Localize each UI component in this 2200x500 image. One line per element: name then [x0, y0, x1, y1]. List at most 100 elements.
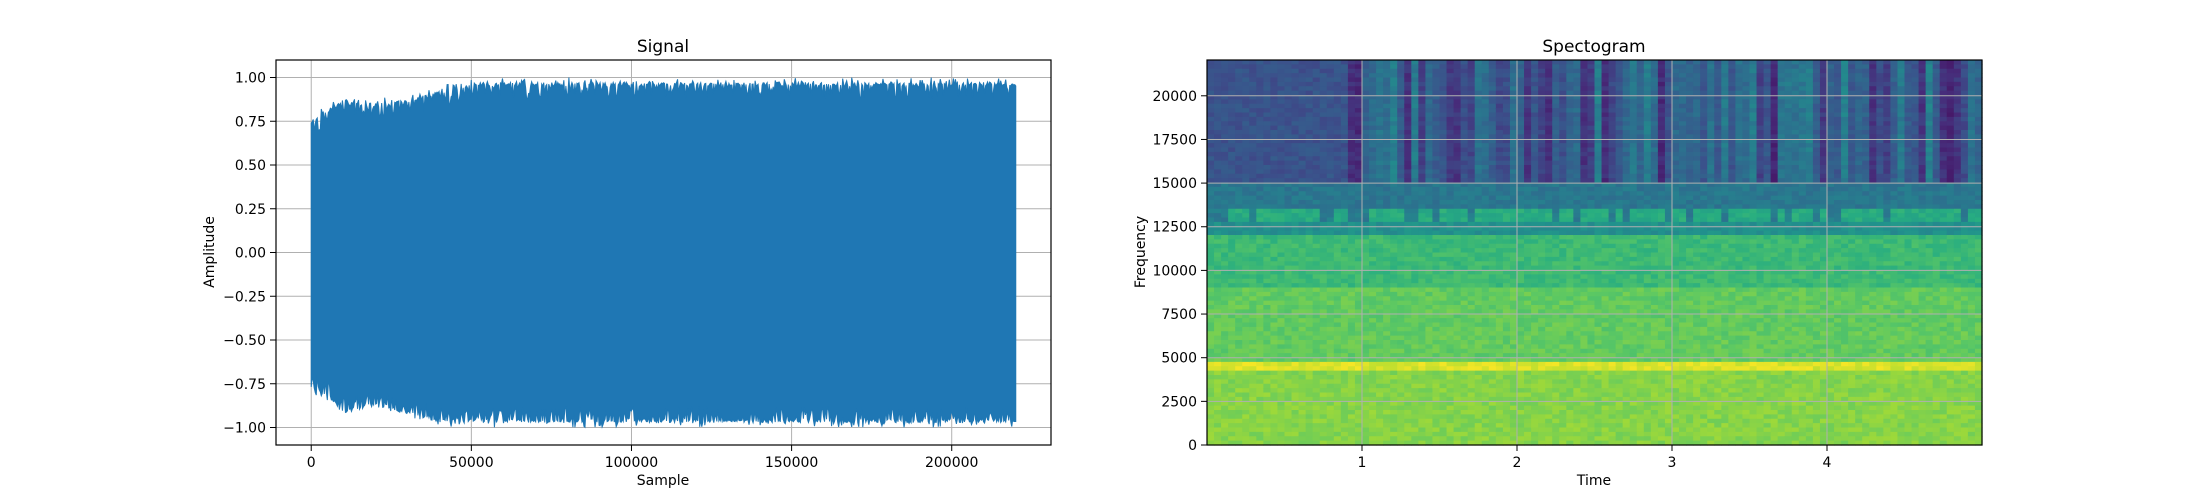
spectrogram-cell	[1270, 370, 1279, 376]
spectrogram-cell	[1601, 77, 1610, 83]
spectrogram-cell	[1333, 291, 1342, 297]
spectrogram-cell	[1354, 169, 1363, 175]
spectrogram-cell	[1552, 423, 1560, 429]
spectrogram-cell	[1347, 261, 1356, 267]
spectrogram-cell	[1573, 287, 1582, 293]
spectrogram-cell	[1369, 182, 1377, 188]
spectrogram-cell	[1453, 81, 1462, 87]
spectrogram-cell	[1524, 283, 1532, 289]
spectrogram-cell	[1439, 335, 1448, 341]
spectrogram-cell	[1509, 182, 1518, 188]
spectrogram-cell	[1502, 169, 1511, 175]
spectrogram-cell	[1432, 331, 1441, 337]
spectrogram-cell	[1228, 318, 1236, 324]
spectrogram-cell	[1326, 436, 1335, 442]
spectrogram-cell	[1291, 322, 1300, 328]
spectrogram-cell	[1453, 86, 1462, 92]
spectrogram-cell	[1453, 423, 1462, 429]
spectrogram-cell	[1369, 440, 1377, 446]
spectrogram-cell	[1453, 60, 1462, 65]
spectrogram-cell	[1369, 239, 1377, 245]
spectrogram-cell	[1495, 77, 1504, 83]
spectrogram-cell	[1347, 287, 1356, 293]
spectrogram-cell	[1354, 440, 1363, 446]
spectrogram-cell	[1228, 208, 1236, 214]
spectrogram-cell	[1460, 169, 1469, 175]
spectrogram-cell	[1354, 309, 1363, 315]
spectrogram-cell	[1566, 370, 1574, 376]
spectrogram-cell	[1376, 427, 1384, 433]
spectrogram-cell	[1249, 379, 1257, 385]
spectrogram-cell	[1432, 265, 1441, 271]
spectrogram-cell	[1425, 274, 1434, 280]
spectrogram-cell	[1418, 95, 1427, 100]
spectrogram-cell	[1531, 86, 1539, 92]
spectrogram-cell	[1390, 103, 1398, 109]
spectrogram-cell	[1587, 204, 1596, 210]
spectrogram-cell	[1594, 235, 1603, 240]
spectrogram-cell	[1411, 252, 1419, 258]
spectrogram-cell	[1587, 423, 1596, 429]
spectrogram-cell	[1256, 414, 1264, 420]
spectrogram-cell	[1369, 95, 1377, 100]
spectrogram-cell	[1263, 165, 1272, 170]
spectrogram-cell	[1545, 392, 1553, 398]
spectrogram-cell	[1460, 401, 1469, 407]
spectrogram-cell	[1481, 68, 1490, 74]
spectrogram-cell	[1369, 427, 1377, 433]
spectrogram-cell	[1298, 375, 1307, 380]
spectrogram-cell	[1509, 440, 1518, 446]
spectrogram-cell	[1362, 383, 1370, 389]
spectrogram-cell	[1524, 361, 1532, 367]
spectrogram-cell	[1333, 195, 1342, 201]
spectrogram-cell	[1362, 361, 1370, 367]
spectrogram-cell	[1270, 431, 1279, 437]
spectrogram-cell	[1298, 151, 1307, 157]
spectrogram-cell	[1369, 169, 1377, 175]
spectrogram-cell	[1390, 169, 1398, 175]
spectrogram-cell	[1411, 379, 1419, 385]
spectrogram-cell	[1298, 103, 1307, 109]
spectrogram-cell	[1538, 130, 1546, 135]
spectrogram-cell	[1531, 77, 1539, 83]
spectrogram-cell	[1319, 375, 1328, 380]
spectrogram-cell	[1333, 410, 1342, 415]
spectrogram-cell	[1425, 239, 1434, 245]
spectrogram-cell	[1291, 108, 1300, 114]
spectrogram-cell	[1481, 418, 1490, 424]
spectrogram-cell	[1559, 165, 1567, 170]
spectrogram-cell	[1418, 165, 1427, 170]
spectrogram-cell	[1524, 221, 1532, 227]
spectrogram-cell	[1566, 357, 1574, 363]
spectrogram-cell	[1559, 291, 1567, 297]
spectrogram-cell	[1531, 151, 1539, 157]
spectrogram-cell	[1340, 287, 1349, 293]
spectrogram-cell	[1467, 427, 1476, 433]
spectrogram-cell	[1397, 396, 1405, 402]
spectrogram-cell	[1404, 208, 1412, 214]
spectrogram-cell	[1460, 204, 1469, 210]
spectrogram-cell	[1249, 326, 1257, 332]
spectrogram-cell	[1228, 348, 1236, 354]
spectrogram-cell	[1277, 270, 1286, 275]
spectrogram-cell	[1411, 361, 1419, 367]
spectrogram-cell	[1538, 230, 1546, 236]
spectrogram-cell	[1354, 436, 1363, 442]
spectrogram-cell	[1488, 99, 1497, 105]
spectrogram-cell	[1277, 366, 1286, 372]
spectrogram-cell	[1474, 265, 1483, 271]
spectrogram-cell	[1559, 340, 1567, 345]
spectrogram-cell	[1249, 213, 1257, 219]
spectrogram-cell	[1531, 243, 1539, 249]
spectrogram-cell	[1439, 213, 1448, 219]
spectrogram-cell	[1481, 169, 1490, 175]
spectrogram-cell	[1488, 217, 1497, 223]
spectrogram-cell	[1404, 414, 1412, 420]
spectrogram-cell	[1439, 256, 1448, 262]
spectrogram-cell	[1411, 81, 1419, 87]
spectrogram-cell	[1524, 191, 1532, 197]
spectrogram-cell	[1517, 410, 1525, 415]
spectrogram-cell	[1425, 103, 1434, 109]
spectrogram-cell	[1467, 335, 1476, 341]
spectrogram-cell	[1326, 265, 1335, 271]
